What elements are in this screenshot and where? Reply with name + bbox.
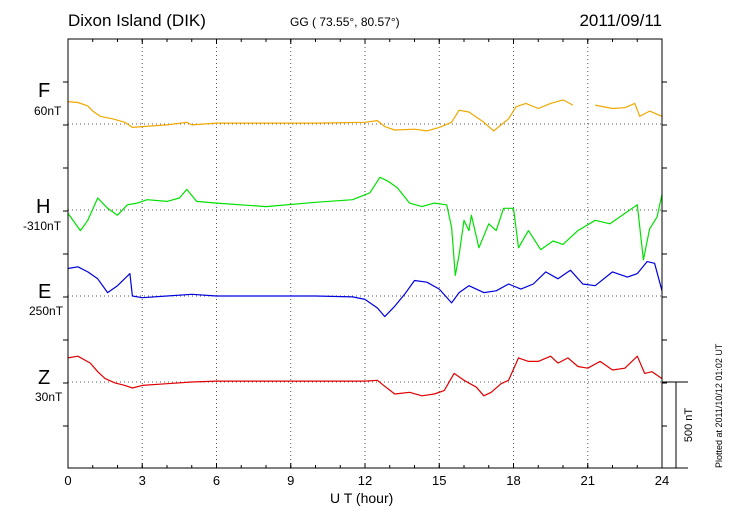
series-baseline-f: 60nT (34, 104, 62, 118)
series-label-h: H (36, 196, 51, 218)
station-coordinates: GG ( 73.55°, 80.57°) (290, 15, 400, 29)
series-label-z: Z (38, 367, 51, 389)
series-baseline-h: -310nT (23, 219, 62, 233)
x-tick-label-0: 0 (64, 473, 71, 488)
x-tick-label-21: 21 (581, 473, 595, 488)
series-label-e: E (38, 281, 52, 303)
series-label-f: F (38, 80, 51, 102)
x-tick-label-15: 15 (432, 473, 446, 488)
x-axis-label: U T (hour) (330, 490, 394, 506)
series-line-z (67, 355, 663, 397)
grid-layer (68, 39, 662, 468)
x-tick-label-9: 9 (287, 473, 294, 488)
series-baseline-z: 30nT (35, 390, 63, 404)
series-layer (67, 99, 663, 397)
series-line-f (67, 99, 663, 132)
axis-layer: 0 3 6 9 12 15 18 21 24 500 nT (63, 38, 695, 488)
x-tick-label-3: 3 (139, 473, 146, 488)
x-tick-label-18: 18 (506, 473, 520, 488)
x-tick-label-12: 12 (358, 473, 372, 488)
plotted-timestamp: Plotted at 2011/10/12 01:02 UT (714, 343, 724, 468)
series-line-e (67, 261, 663, 318)
series-line-h (67, 176, 663, 276)
scale-bar-label: 500 nT (683, 408, 695, 443)
x-tick-label-6: 6 (213, 473, 220, 488)
station-title: Dixon Island (DIK) (68, 11, 206, 30)
series-baseline-e: 250nT (29, 304, 64, 318)
x-tick-label-24: 24 (655, 473, 669, 488)
plot-date: 2011/09/11 (579, 11, 662, 30)
